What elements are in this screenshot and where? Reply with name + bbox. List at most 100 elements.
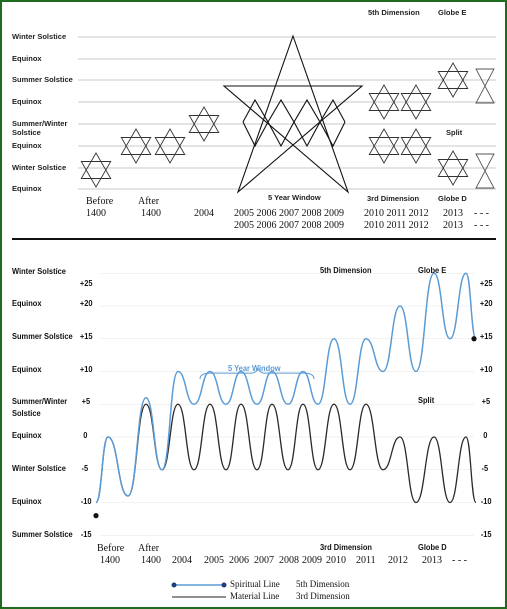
top-globe-e: Globe E — [438, 8, 467, 17]
top-year: Before — [86, 196, 114, 207]
star-of-david-icon — [437, 159, 469, 186]
top-year: 2010 2011 2012 — [364, 208, 429, 219]
legend-spiritual: Spiritual Line — [230, 579, 280, 589]
star-of-david-icon — [80, 161, 112, 188]
left-tick: +10 — [79, 364, 93, 374]
x-label: 2005 — [204, 555, 224, 566]
row-label: Summer/Winter — [12, 119, 68, 128]
right-tick: +20 — [479, 298, 493, 308]
x-label: 2011 — [356, 555, 376, 566]
x-label: 1400 — [141, 555, 161, 566]
star-of-david-icon — [368, 128, 400, 155]
right-tick: +15 — [479, 331, 493, 341]
level-label: Summer/Winter — [12, 396, 68, 406]
right-tick: -15 — [480, 529, 492, 539]
x-label: 2009 — [302, 555, 322, 566]
level-label: Equinox — [12, 364, 42, 374]
top-year: 2005 2006 2007 2008 2009 — [234, 208, 344, 219]
left-tick: +25 — [79, 278, 93, 288]
left-tick: +5 — [81, 396, 91, 406]
top-gridlines — [78, 36, 496, 190]
bottom-5-year-window: 5 Year Window — [228, 363, 281, 373]
x-label: 2007 — [254, 555, 274, 566]
hourglass-icons — [475, 68, 495, 189]
row-label: Winter Solstice — [12, 32, 67, 41]
right-tick: +5 — [481, 396, 491, 406]
end-dot — [471, 336, 477, 342]
star-of-david-icon — [400, 137, 432, 164]
right-tick: +25 — [479, 278, 493, 288]
top-3rd-dimension: 3rd Dimension — [367, 194, 420, 203]
top-year: 2013 — [443, 220, 463, 231]
x-label: 2010 — [326, 555, 346, 566]
bottom-globe-e: Globe E — [418, 265, 447, 275]
x-label: 1400 — [100, 555, 120, 566]
top-split: Split — [446, 128, 463, 137]
level-label: Equinox — [12, 496, 42, 506]
legend-lines — [171, 582, 227, 598]
left-tick: -10 — [80, 496, 92, 506]
spiritual-legend-dot — [171, 582, 177, 588]
star-of-david-icon — [400, 93, 432, 120]
level-label: Winter Solstice — [12, 463, 66, 473]
top-5-year-window: 5 Year Window — [268, 193, 321, 202]
bottom-5th-dimension: 5th Dimension — [320, 265, 372, 275]
top-year: 1400 — [141, 208, 161, 219]
top-year: 2010 2011 2012 — [364, 220, 429, 231]
x-label: After — [138, 543, 160, 554]
level-label: Equinox — [12, 430, 42, 440]
row-label: Equinox — [12, 97, 42, 106]
window-zigzag-lower — [242, 120, 346, 148]
star-of-david-icon — [400, 84, 432, 111]
left-tick: +20 — [79, 298, 93, 308]
top-year: - - - — [474, 208, 489, 219]
start-dot — [93, 513, 99, 519]
bottom-globe-d: Globe D — [418, 542, 447, 552]
hourglass-icon — [475, 153, 495, 189]
pentagram-icon — [222, 34, 364, 194]
star-of-david-icon — [154, 128, 186, 155]
left-tick: 0 — [83, 430, 88, 440]
star-of-david-icon — [400, 128, 432, 155]
right-tick: 0 — [483, 430, 488, 440]
x-label: 2008 — [279, 555, 299, 566]
spiritual-line — [95, 272, 477, 504]
x-label: 2006 — [229, 555, 249, 566]
right-tick: -10 — [480, 496, 492, 506]
row-label: Solstice — [12, 128, 41, 137]
star-of-david-icon — [437, 71, 469, 98]
legend-spiritual-dim: 5th Dimension — [296, 579, 350, 589]
top-year: 2005 2006 2007 2008 2009 — [234, 220, 344, 231]
x-label: 2004 — [172, 555, 192, 566]
legend-material-dim: 3rd Dimension — [296, 591, 350, 601]
star-of-david-group — [80, 62, 469, 188]
right-tick: +10 — [479, 364, 493, 374]
window-zigzag-upper — [242, 98, 346, 124]
star-of-david-icon — [437, 150, 469, 177]
left-tick: -5 — [81, 463, 89, 473]
top-year: - - - — [474, 220, 489, 231]
wave-chart — [93, 272, 477, 536]
star-of-david-icon — [154, 137, 186, 164]
row-label: Equinox — [12, 184, 42, 193]
star-of-david-icon — [368, 137, 400, 164]
row-label: Equinox — [12, 54, 42, 63]
star-of-david-icon — [188, 106, 220, 133]
left-tick: -15 — [80, 529, 92, 539]
hourglass-icon — [475, 68, 495, 104]
level-label: Equinox — [12, 298, 42, 308]
row-label: Summer Solstice — [12, 75, 73, 84]
top-globe-d: Globe D — [438, 194, 467, 203]
star-of-david-icon — [120, 137, 152, 164]
star-of-david-icon — [120, 128, 152, 155]
level-label: Summer Solstice — [12, 529, 73, 539]
star-of-david-icon — [80, 152, 112, 179]
level-label: Summer Solstice — [12, 331, 73, 341]
right-tick: -5 — [481, 463, 489, 473]
x-label: Before — [97, 543, 125, 554]
x-label: - - - — [452, 555, 467, 566]
star-of-david-icon — [188, 115, 220, 142]
star-of-david-icon — [437, 62, 469, 89]
level-label: Solstice — [12, 408, 41, 418]
